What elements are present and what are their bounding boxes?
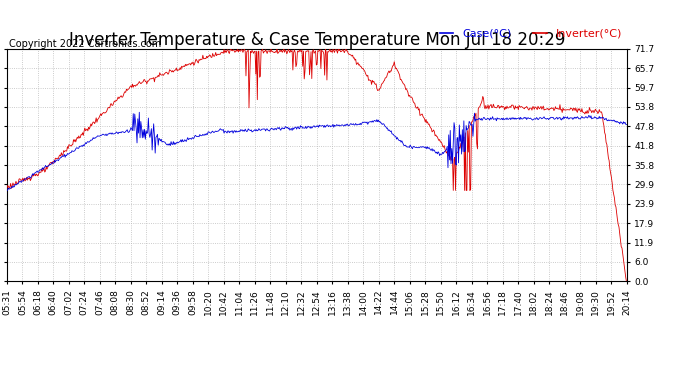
Title: Inverter Temperature & Case Temperature Mon Jul 18 20:29: Inverter Temperature & Case Temperature … — [68, 31, 565, 49]
Text: Copyright 2022 Cartronics.com: Copyright 2022 Cartronics.com — [9, 39, 161, 50]
Legend: Case(°C), Inverter(°C): Case(°C), Inverter(°C) — [435, 24, 627, 43]
